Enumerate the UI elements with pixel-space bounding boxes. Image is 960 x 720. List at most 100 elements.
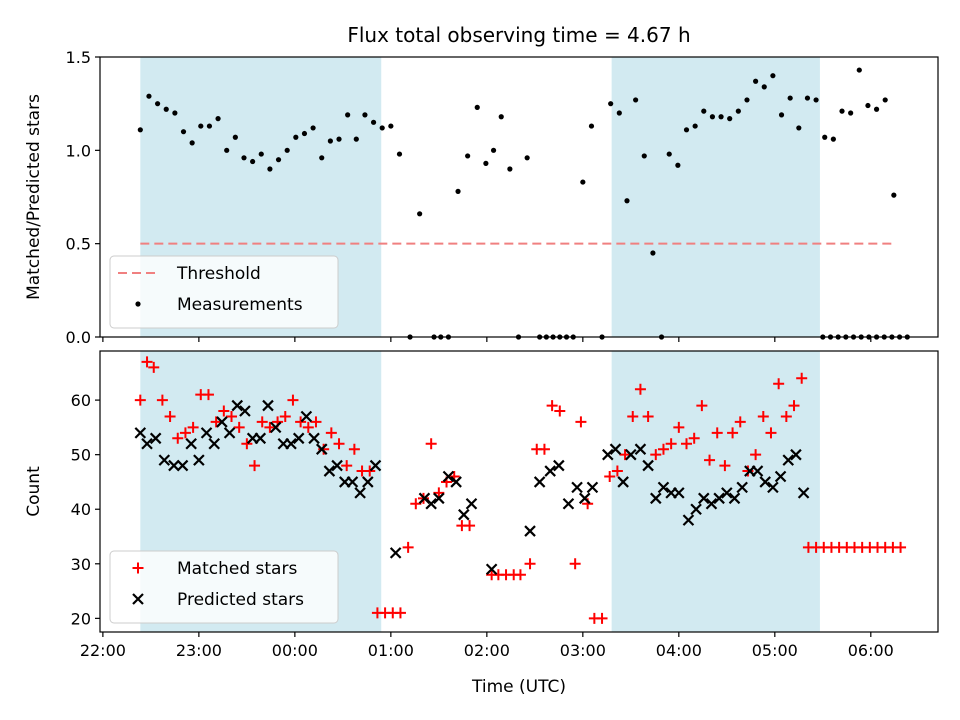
matched-star-point xyxy=(156,394,168,406)
matched-star-point xyxy=(757,410,769,422)
predicted-star-point xyxy=(751,465,764,477)
matched-star-point xyxy=(279,410,291,422)
measurement-point xyxy=(455,188,461,194)
matched-star-point xyxy=(295,416,307,428)
matched-star-point xyxy=(642,410,654,422)
measurement-point xyxy=(588,123,595,129)
measurement-point xyxy=(727,116,733,122)
predicted-star-point xyxy=(216,416,228,428)
measurement-point xyxy=(822,134,828,140)
legend-predicted-swatch xyxy=(132,593,144,605)
measurement-point xyxy=(180,129,187,135)
predicted-star-point xyxy=(767,481,779,494)
x-tick-label: 02:00 xyxy=(464,641,510,660)
measurement-point xyxy=(796,125,802,131)
y-tick-label: 40 xyxy=(71,500,91,519)
measurement-point xyxy=(891,192,897,198)
predicted-star-point xyxy=(650,492,662,505)
predicted-star-point xyxy=(586,481,599,494)
measurement-point xyxy=(490,147,497,153)
predicted-star-point xyxy=(389,547,402,559)
matched-star-point xyxy=(256,416,268,428)
x-tick-label: 22:00 xyxy=(80,641,126,660)
predicted-star-point xyxy=(254,432,267,445)
measurement-point xyxy=(327,138,333,144)
matched-star-point xyxy=(202,389,214,401)
matched-star-point xyxy=(554,405,566,417)
y-tick-label: 1.0 xyxy=(66,141,91,160)
matched-star-point xyxy=(134,394,146,406)
predicted-star-point xyxy=(698,492,710,505)
measurement-point xyxy=(683,127,690,133)
matched-star-point xyxy=(287,394,299,406)
measurement-point xyxy=(675,162,681,168)
measurement-point xyxy=(787,95,793,101)
matched-star-point xyxy=(727,427,739,439)
matched-star-point xyxy=(750,449,762,461)
plot-frame xyxy=(99,56,939,338)
y-tick-label: 0.0 xyxy=(66,328,91,347)
predicted-star-point xyxy=(458,508,470,521)
matched-star-point xyxy=(538,443,550,455)
predicted-star-point xyxy=(602,448,614,461)
observing-window-shade xyxy=(611,57,820,337)
measurement-point xyxy=(770,73,776,79)
x-tick-label: 03:00 xyxy=(560,641,606,660)
measurement-point xyxy=(753,78,759,84)
y-tick-label: 20 xyxy=(71,609,91,628)
predicted-star-point xyxy=(625,448,637,461)
predicted-star-point xyxy=(782,454,795,466)
measurement-point xyxy=(616,110,622,116)
predicted-star-point xyxy=(736,481,748,494)
matched-star-point xyxy=(895,541,907,553)
measurement-point xyxy=(198,123,204,129)
count-panel: 20 30 40 50 60 22:00 23:00 00:00 01:00 02:00 03:00… xyxy=(24,350,939,660)
y-axis-label: Matched/Predicted stars xyxy=(24,94,44,300)
measurement-point xyxy=(830,136,836,142)
measurement-point xyxy=(319,155,325,161)
matched-star-point xyxy=(179,427,191,439)
matched-star-point xyxy=(302,421,314,433)
x-axis-label: Time (UTC) xyxy=(471,677,566,697)
predicted-star-point xyxy=(262,399,274,412)
measurement-point xyxy=(163,106,169,112)
measurement-point xyxy=(301,130,308,137)
measurement-point xyxy=(336,136,342,142)
predicted-star-point xyxy=(193,454,205,466)
x-tick-label: 05:00 xyxy=(752,641,798,660)
matched-star-point xyxy=(719,460,731,472)
predicted-star-point xyxy=(774,470,787,483)
measurement-point xyxy=(154,101,161,107)
matched-star-point xyxy=(575,416,587,428)
predicted-star-point xyxy=(544,465,556,477)
measurement-point xyxy=(172,110,178,116)
matched-star-point xyxy=(210,416,222,428)
predicted-star-point xyxy=(673,487,685,499)
chart-title: Flux total observing time = 4.67 h xyxy=(347,23,690,47)
matched-star-point xyxy=(333,438,345,450)
predicted-star-point xyxy=(158,454,171,466)
predicted-star-point xyxy=(433,492,445,505)
matched-star-point xyxy=(402,541,414,553)
matched-star-point xyxy=(318,443,330,455)
matched-star-point xyxy=(241,438,253,450)
matched-star-point xyxy=(665,438,677,450)
measurement-point xyxy=(856,67,862,73)
measurement-point xyxy=(310,125,316,131)
predicted-star-point xyxy=(346,476,359,488)
matched-star-point xyxy=(348,443,360,455)
measurement-point xyxy=(744,97,750,103)
matched-star-point xyxy=(172,432,184,444)
predicted-star-point xyxy=(442,470,455,483)
measurement-point xyxy=(882,97,888,103)
measurement-point xyxy=(633,97,639,103)
predicted-star-point xyxy=(485,563,498,576)
predicted-star-point xyxy=(465,497,478,510)
measurement-point xyxy=(761,84,767,90)
matched-star-point xyxy=(410,498,422,510)
predicted-star-point xyxy=(369,459,382,472)
predicted-star-point xyxy=(713,492,725,505)
matched-star-point xyxy=(164,410,176,422)
y-tick-label: 1.5 xyxy=(66,48,91,67)
measurement-point xyxy=(692,123,698,129)
